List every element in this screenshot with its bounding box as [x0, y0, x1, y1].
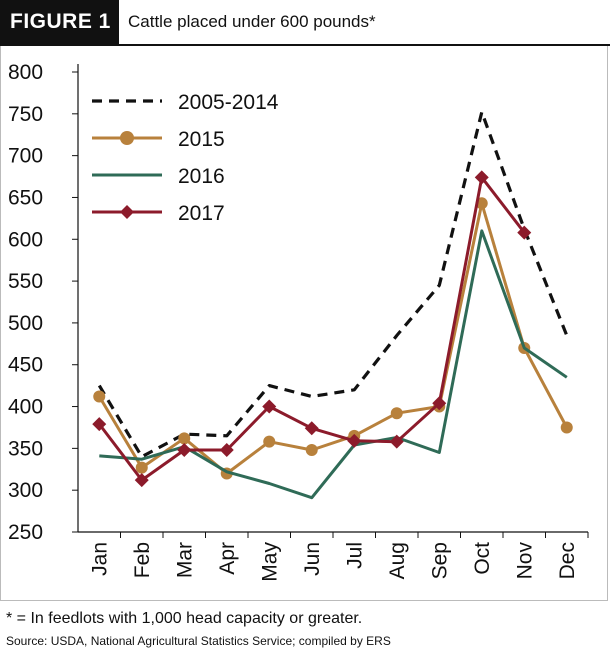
data-point: [135, 461, 148, 474]
data-point: [134, 473, 149, 488]
x-tick-label: Oct: [471, 542, 494, 575]
y-tick-label: 800: [8, 61, 43, 84]
x-tick-label: Jan: [88, 542, 111, 576]
data-point: [347, 433, 362, 448]
data-point: [390, 407, 403, 420]
data-point: [305, 444, 318, 457]
x-tick-label: Dec: [556, 542, 579, 579]
data-point: [432, 396, 447, 411]
figure-title: Cattle placed under 600 pounds*: [128, 12, 376, 31]
data-point: [178, 432, 191, 445]
y-tick-label: 350: [8, 437, 43, 460]
legend-item: 2017: [92, 202, 225, 225]
x-axis-ticks: Jan Feb Mar Apr May Jun Jul Aug Sep Oct Nov Dec: [88, 532, 589, 582]
legend-item: 2016: [92, 165, 225, 188]
y-tick-label: 750: [8, 103, 43, 126]
legend-marker: [120, 131, 134, 145]
data-point: [92, 417, 107, 432]
series-line: [98, 201, 569, 475]
data-point: [93, 390, 106, 403]
x-tick-label: Mar: [173, 542, 196, 578]
figure-label: FIGURE 1: [0, 0, 118, 44]
x-tick-label: Aug: [386, 542, 409, 579]
x-tick-label: Nov: [513, 542, 536, 580]
series-2016: [99, 229, 568, 500]
figure-header: FIGURE 1 Cattle placed under 600 pounds*: [0, 0, 610, 46]
data-point: [474, 170, 489, 185]
y-tick-label: 500: [8, 312, 43, 335]
series-line: [99, 229, 568, 500]
data-point: [304, 421, 319, 436]
legend-label: 2005-2014: [178, 91, 279, 114]
data-point: [517, 225, 532, 240]
chart-legend: 2005-2014 2015 2016 2017: [92, 91, 279, 225]
data-point: [219, 443, 234, 458]
line-chart: 250 300 350 400 450 500 550 600 650 700 750 800 Jan…: [8, 61, 589, 582]
legend-label: 2017: [178, 202, 225, 225]
y-tick-label: 600: [8, 228, 43, 251]
x-tick-label: Apr: [216, 542, 239, 575]
data-point: [263, 435, 276, 448]
legend-item: 2005-2014: [92, 91, 279, 114]
x-tick-label: May: [258, 542, 281, 582]
chart-axes: [77, 64, 588, 533]
footnote: * = In feedlots with 1,000 head capacity…: [6, 610, 363, 627]
y-tick-label: 250: [8, 521, 43, 544]
series-line: [97, 110, 569, 459]
data-point: [177, 443, 192, 458]
y-tick-label: 450: [8, 354, 43, 377]
legend-label: 2016: [178, 165, 225, 188]
x-tick-label: Jun: [301, 542, 324, 576]
data-point: [560, 421, 573, 434]
series-layer: [92, 110, 573, 500]
chart-frame: [0, 46, 608, 601]
y-tick-label: 300: [8, 479, 43, 502]
series-2015: [93, 197, 573, 480]
header-rule: [0, 44, 610, 46]
y-tick-label: 400: [8, 396, 43, 419]
x-tick-label: Feb: [131, 542, 154, 578]
source-note: Source: USDA, National Agricultural Stat…: [6, 634, 391, 648]
y-tick-label: 550: [8, 270, 43, 293]
y-tick-label: 700: [8, 145, 43, 168]
y-tick-label: 650: [8, 186, 43, 209]
legend-marker: [120, 205, 134, 219]
x-tick-label: Sep: [428, 542, 451, 579]
legend-label: 2015: [178, 128, 225, 151]
data-point: [262, 399, 277, 414]
data-point: [389, 434, 404, 449]
x-tick-label: Jul: [343, 542, 366, 569]
series-2017: [92, 170, 532, 488]
y-axis-ticks: 250 300 350 400 450 500 550 600 650 700 750 800: [8, 61, 78, 544]
header-separator: [118, 0, 119, 44]
series-2005-2014: [97, 110, 569, 459]
legend-item: 2015: [92, 128, 225, 151]
